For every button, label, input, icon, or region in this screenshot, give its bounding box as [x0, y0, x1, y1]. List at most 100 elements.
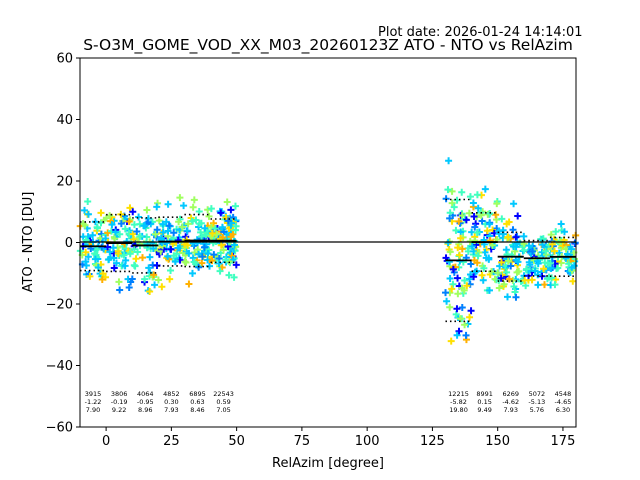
scatter-point [481, 185, 489, 193]
scatter-point [457, 228, 465, 236]
scatter-point [181, 258, 189, 266]
scatter-point [159, 220, 167, 228]
scatter-point [522, 265, 530, 273]
scatter-point [166, 275, 174, 283]
scatter-point [189, 203, 197, 211]
scatter-point [135, 213, 143, 221]
scatter-point [223, 198, 231, 206]
scatter-point [164, 252, 172, 260]
scatter-point [450, 203, 458, 211]
scatter-point [178, 223, 186, 231]
scatter-point [188, 217, 196, 225]
scatter-point [132, 255, 140, 263]
scatter-point [98, 275, 106, 283]
scatter-point [185, 280, 193, 288]
bin-std-label: 7.93 [164, 406, 178, 414]
scatter-point [495, 230, 503, 238]
scatter-point [525, 242, 533, 250]
scatter-point [114, 249, 122, 257]
bin-stats-labels: 3915-1.227.90 3806-0.199.22 4064-0.958.96 4… [85, 390, 572, 414]
x-axis-label: RelAzim [degree] [272, 456, 384, 471]
scatter-point [164, 200, 172, 208]
scatter-point [557, 220, 565, 228]
scatter-point [202, 231, 210, 239]
scatter-point [567, 245, 575, 253]
scatter-point [175, 218, 183, 226]
scatter-point [104, 229, 112, 237]
scatter-point [116, 230, 124, 238]
scatter-point [470, 247, 478, 255]
scatter-point [513, 268, 521, 276]
bin-std-label: 7.93 [503, 406, 517, 414]
scatter-point [130, 245, 138, 253]
scatter-point [453, 331, 461, 339]
x-tick-label: 125 [420, 434, 445, 449]
bin-mean-label: -0.95 [137, 398, 154, 406]
scatter-point [205, 212, 213, 220]
scatter-point [220, 246, 228, 254]
scatter-point [227, 233, 235, 241]
scatter-point [153, 203, 161, 211]
scatter-point [167, 245, 175, 253]
bin-std-label: 7.90 [86, 406, 100, 414]
scatter-point [165, 222, 173, 230]
scatter-point [460, 286, 468, 294]
scatter-point [204, 249, 212, 257]
scatter-point [154, 276, 162, 284]
scatter-point [486, 237, 494, 245]
scatter-point [473, 191, 481, 199]
scatter-point [146, 288, 154, 296]
scatter-point [520, 232, 528, 240]
scatter-point [190, 258, 198, 266]
x-tick-label: 100 [355, 434, 380, 449]
scatter-point [158, 283, 166, 291]
scatter-point [444, 186, 452, 194]
scatter-point [478, 271, 486, 279]
scatter-point [448, 187, 456, 195]
chart-title: S-O3M_GOME_VOD_XX_M03_20260123Z ATO - NT… [83, 36, 573, 55]
scatter-point [185, 249, 193, 257]
scatter-point [210, 251, 218, 259]
scatter-point [542, 247, 550, 255]
scatter-point [190, 196, 198, 204]
scatter-point [467, 260, 475, 268]
scatter-point [551, 281, 559, 289]
scatter-point [503, 293, 511, 301]
bin-count-label: 3806 [111, 390, 128, 398]
scatter-point [521, 276, 529, 284]
scatter-point [121, 225, 129, 233]
scatter-point [151, 281, 159, 289]
scatter-point [159, 228, 167, 236]
scatter-point [213, 230, 221, 238]
scatter-point [469, 199, 477, 207]
scatter-point [130, 261, 138, 269]
scatter-point [461, 321, 469, 329]
scatter-point [188, 269, 196, 277]
scatter-point [473, 259, 481, 267]
scatter-point [215, 259, 223, 267]
scatter-point [167, 266, 175, 274]
scatter-point [540, 265, 548, 273]
scatter-point [195, 250, 203, 258]
scatter-point [471, 268, 479, 276]
scatter-point [176, 194, 184, 202]
scatter-point [82, 258, 90, 266]
scatter-point [520, 246, 528, 254]
scatter-point [448, 199, 456, 207]
scatter-point [498, 271, 506, 279]
scatter-point [442, 289, 450, 297]
y-tick-label: 60 [56, 52, 73, 67]
scatter-point [121, 262, 129, 270]
y-tick-label: −60 [46, 421, 73, 436]
scatter-point [480, 264, 488, 272]
scatter-point [146, 253, 154, 261]
bin-count-label: 4548 [555, 390, 572, 398]
scatter-point [93, 224, 101, 232]
bin-std-label: 9.49 [477, 406, 491, 414]
bin-mean-label: -5.13 [528, 398, 545, 406]
scatter-point [455, 217, 463, 225]
bin-mean-label: 0.30 [164, 398, 178, 406]
scatter-point [550, 247, 558, 255]
plot-date: Plot date: 2026-01-24 14:14:01 [378, 25, 583, 40]
